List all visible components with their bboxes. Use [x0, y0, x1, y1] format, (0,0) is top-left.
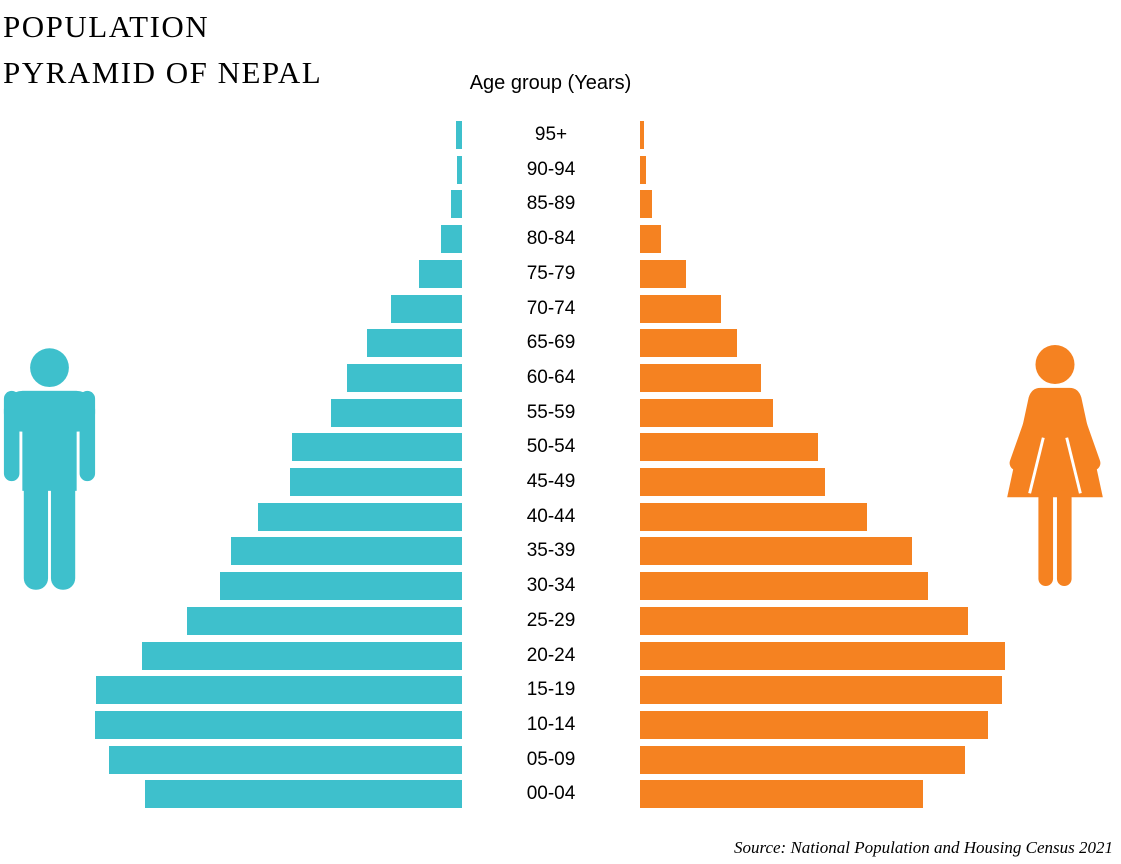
female-icon: [1007, 344, 1103, 587]
title-line-2: PYRAMID OF NEPAL: [3, 55, 323, 90]
age-group-label: 60-64: [526, 367, 576, 388]
age-group-label: 65-69: [526, 332, 576, 353]
male-bar: [457, 156, 462, 184]
male-bar: [419, 260, 462, 288]
male-bar: [258, 503, 462, 531]
male-bar: [231, 537, 462, 565]
age-group-label: 15-19: [526, 679, 576, 700]
age-group-label: 50-54: [526, 436, 576, 457]
male-icon: [3, 348, 96, 590]
male-bar: [96, 676, 462, 704]
age-group-label: 45-49: [526, 471, 576, 492]
age-group-label: 35-39: [526, 540, 576, 561]
female-bar: [640, 190, 652, 218]
age-group-label: 75-79: [526, 263, 576, 284]
female-bar: [640, 642, 1005, 670]
female-bar: [640, 537, 912, 565]
female-bar: [640, 156, 646, 184]
source-note: Source: National Population and Housing …: [733, 838, 1113, 857]
female-bar: [640, 780, 923, 808]
male-bar: [142, 642, 462, 670]
female-bar: [640, 329, 737, 357]
age-group-label: 70-74: [526, 298, 576, 319]
age-group-label: 85-89: [526, 193, 576, 214]
female-bar: [640, 711, 988, 739]
age-group-label: 05-09: [526, 749, 576, 770]
male-bar: [220, 572, 462, 600]
female-bar: [640, 399, 773, 427]
male-bar: [451, 190, 462, 218]
male-bar: [441, 225, 462, 253]
female-bar: [640, 295, 721, 323]
female-bar: [640, 746, 965, 774]
title-line-1: POPULATION: [3, 9, 210, 44]
age-axis-title: Age group (Years): [469, 72, 632, 94]
female-bar: [640, 433, 818, 461]
age-group-label: 20-24: [526, 645, 576, 666]
male-bar: [347, 364, 462, 392]
female-bar: [640, 676, 1002, 704]
male-bar: [187, 607, 462, 635]
male-bar: [109, 746, 462, 774]
age-group-label: 40-44: [526, 506, 576, 527]
male-bar: [391, 295, 462, 323]
age-group-label: 90-94: [526, 159, 576, 180]
female-bar: [640, 260, 686, 288]
age-group-label: 80-84: [526, 228, 576, 249]
male-bar: [95, 711, 462, 739]
age-group-label: 30-34: [526, 575, 576, 596]
female-bar: [640, 121, 644, 149]
female-bar: [640, 572, 928, 600]
male-bar: [456, 121, 462, 149]
age-group-label: 55-59: [526, 402, 576, 423]
male-bar: [292, 433, 462, 461]
age-group-label: 95+: [534, 124, 568, 145]
page-title: POPULATION PYRAMID OF NEPAL: [3, 4, 322, 96]
male-bar: [367, 329, 462, 357]
male-bar: [331, 399, 462, 427]
female-bar: [640, 607, 968, 635]
male-bar: [290, 468, 462, 496]
male-bar: [145, 780, 462, 808]
female-bar: [640, 364, 761, 392]
female-bar: [640, 503, 867, 531]
age-group-label: 00-04: [526, 783, 576, 804]
age-group-label: 25-29: [526, 610, 576, 631]
female-bar: [640, 468, 825, 496]
age-group-label: 10-14: [526, 714, 576, 735]
female-bar: [640, 225, 661, 253]
